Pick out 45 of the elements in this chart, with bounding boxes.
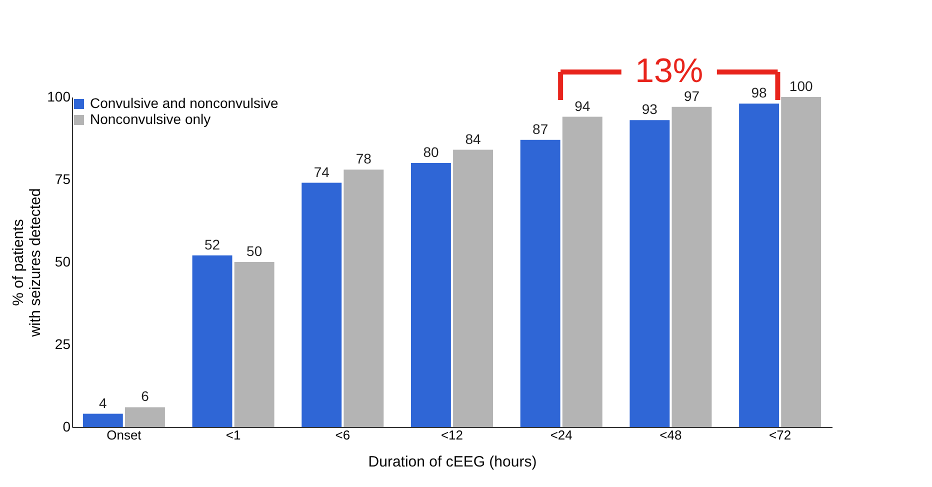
data-label: 87: [532, 120, 548, 137]
y-tick-label: 25: [54, 336, 71, 352]
bar: [192, 255, 232, 427]
legend-label: Nonconvulsive only: [90, 111, 211, 127]
bar: [234, 262, 274, 427]
data-label: 94: [574, 98, 590, 114]
x-tick-label: <24: [550, 428, 572, 442]
text: 13%: [635, 52, 704, 90]
bar: [453, 150, 494, 427]
bar: [302, 182, 342, 427]
data-label: 6: [141, 388, 150, 404]
x-tick-label: <72: [769, 428, 792, 442]
bar: [562, 116, 602, 427]
data-label: 4: [99, 394, 108, 411]
data-label: 50: [246, 243, 262, 259]
y-tick-label: 75: [54, 171, 71, 187]
bar: [739, 104, 780, 427]
bar: [520, 140, 560, 427]
bar: [124, 407, 165, 427]
bar: [672, 106, 712, 427]
y-tick-label: 100: [47, 88, 71, 104]
data-label: 52: [204, 236, 220, 252]
bar: [630, 120, 670, 427]
data-label: 74: [314, 164, 330, 180]
bar: [344, 170, 384, 427]
x-tick-label: Onset: [106, 428, 142, 442]
x-tick-label: <48: [660, 428, 682, 442]
data-label: 84: [465, 130, 482, 147]
y-axis-title: % of patients with seizures detected: [10, 188, 44, 338]
y-tick-label: 0: [62, 418, 71, 434]
data-label: 97: [684, 88, 700, 104]
x-tick-label: <1: [226, 428, 241, 442]
data-label: 78: [356, 150, 372, 167]
data-label: 100: [789, 78, 813, 94]
legend-label: Convulsive and nonconvulsive: [90, 95, 279, 111]
x-axis-title: Duration of cEEG (hours): [368, 454, 537, 470]
bar: [82, 414, 123, 427]
y-tick-label: 50: [54, 254, 71, 270]
data-label: 80: [423, 144, 439, 160]
x-tick-label: <6: [335, 428, 350, 442]
bar: [410, 163, 451, 427]
data-label: 98: [751, 84, 768, 101]
bar: [781, 97, 822, 427]
data-label: 93: [642, 101, 658, 118]
x-tick-label: <12: [440, 428, 464, 442]
